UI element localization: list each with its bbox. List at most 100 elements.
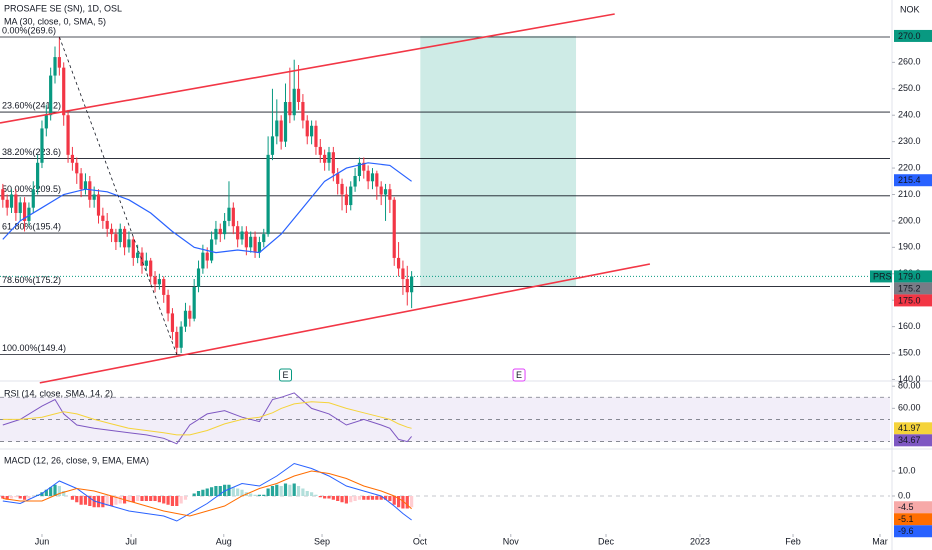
value-label: 215.4 [898, 175, 921, 185]
y-tick-label: 0.0 [898, 490, 911, 500]
histogram-bar [162, 496, 166, 504]
candle-body [396, 257, 401, 269]
y-tick-label: 230.0 [898, 136, 921, 146]
candle-body [192, 286, 196, 319]
candle-body [44, 115, 48, 129]
candle-body [266, 154, 270, 235]
candle-body [318, 146, 322, 155]
candle-body [149, 260, 153, 277]
histogram-bar [175, 496, 179, 506]
candle-body [188, 310, 192, 319]
histogram-bar [401, 496, 405, 509]
x-tick-label: 2023 [690, 536, 710, 546]
histogram-bar [314, 494, 318, 496]
histogram-bar [196, 491, 201, 496]
candle-body [305, 120, 309, 137]
histogram-bar [144, 496, 148, 501]
candle-body [383, 189, 388, 195]
histogram-bar [405, 496, 409, 509]
y-tick-label: 190.0 [898, 242, 921, 252]
candle-body [249, 236, 253, 248]
value-label-box [894, 513, 932, 526]
histogram-bar [96, 496, 101, 508]
histogram-bar [136, 496, 140, 501]
candle-body [27, 207, 31, 221]
value-label: -4.5 [898, 502, 914, 512]
candle-body [279, 120, 283, 142]
histogram-bar [388, 496, 392, 501]
candle-body [349, 186, 353, 206]
candle-body [340, 183, 344, 195]
histogram-bar [366, 496, 370, 500]
histogram-bar [383, 496, 388, 500]
fib-label: 78.60%(175.2) [2, 275, 61, 285]
candle-body [275, 120, 279, 137]
candle-body [1, 189, 5, 200]
fib-label: 38.20%(223.6) [2, 147, 61, 157]
histogram-bar [22, 496, 27, 500]
histogram-bar [201, 489, 205, 496]
candle-body [218, 228, 222, 235]
candle-body [53, 57, 57, 76]
histogram-bar [270, 486, 275, 496]
candle-body [362, 162, 366, 171]
histogram-bar [340, 496, 344, 503]
histogram-bar [140, 496, 144, 501]
y-tick-label: 200.0 [898, 215, 921, 225]
candle-body [301, 102, 305, 121]
candle-body [101, 215, 105, 221]
histogram-bar [236, 488, 240, 496]
candle-body [175, 331, 179, 348]
value-label: 34.67 [898, 435, 921, 445]
histogram-bar [305, 491, 309, 496]
histogram-bar [309, 492, 314, 496]
value-label: 175.2 [898, 283, 921, 293]
histogram-bar [83, 496, 88, 505]
value-label: 179.0 [898, 271, 921, 281]
candle-body [5, 199, 9, 208]
value-label-box [894, 270, 932, 283]
histogram-bar [301, 488, 305, 496]
histogram-bar [266, 488, 270, 496]
candle-body [57, 57, 61, 68]
histogram-bar [57, 486, 61, 496]
x-tick-label: Sep [314, 536, 330, 546]
candle-body [196, 268, 201, 287]
candle-body [105, 220, 109, 229]
trend-line [39, 263, 651, 384]
value-label: 41.97 [898, 423, 921, 433]
value-label: -9.6 [898, 526, 914, 536]
histogram-bar [183, 496, 188, 500]
candle-body [327, 152, 331, 163]
currency-label: NOK [900, 4, 920, 14]
candle-body [240, 231, 244, 240]
histogram-bar [318, 496, 322, 498]
candle-body [227, 207, 231, 221]
chart-title: PROSAFE SE (SN), 1D, OSL [4, 3, 122, 13]
candle-body [405, 279, 409, 293]
y-tick-label: 220.0 [898, 162, 921, 172]
histogram-bar [296, 486, 301, 496]
value-label-box [894, 434, 932, 447]
candle-body [214, 228, 218, 240]
histogram-bar [92, 496, 96, 508]
candle-body [270, 136, 275, 155]
value-label-box [894, 422, 932, 435]
histogram-bar [88, 496, 92, 506]
y-tick-label: 60.00 [898, 403, 921, 413]
histogram-bar [62, 491, 66, 496]
histogram-bar [344, 496, 348, 504]
candle-body [22, 202, 27, 221]
candle-body [353, 175, 357, 187]
ticker-label: PRS [873, 271, 892, 281]
candle-body [153, 276, 157, 285]
value-label: 175.0 [898, 295, 921, 305]
candle-body [88, 181, 92, 200]
histogram-bar [105, 496, 109, 506]
candle-body [370, 173, 375, 182]
candle-body [49, 75, 53, 116]
candle-body [131, 239, 135, 258]
x-tick-label: Nov [503, 536, 520, 546]
candle-body [209, 239, 214, 261]
candle-body [118, 228, 122, 243]
